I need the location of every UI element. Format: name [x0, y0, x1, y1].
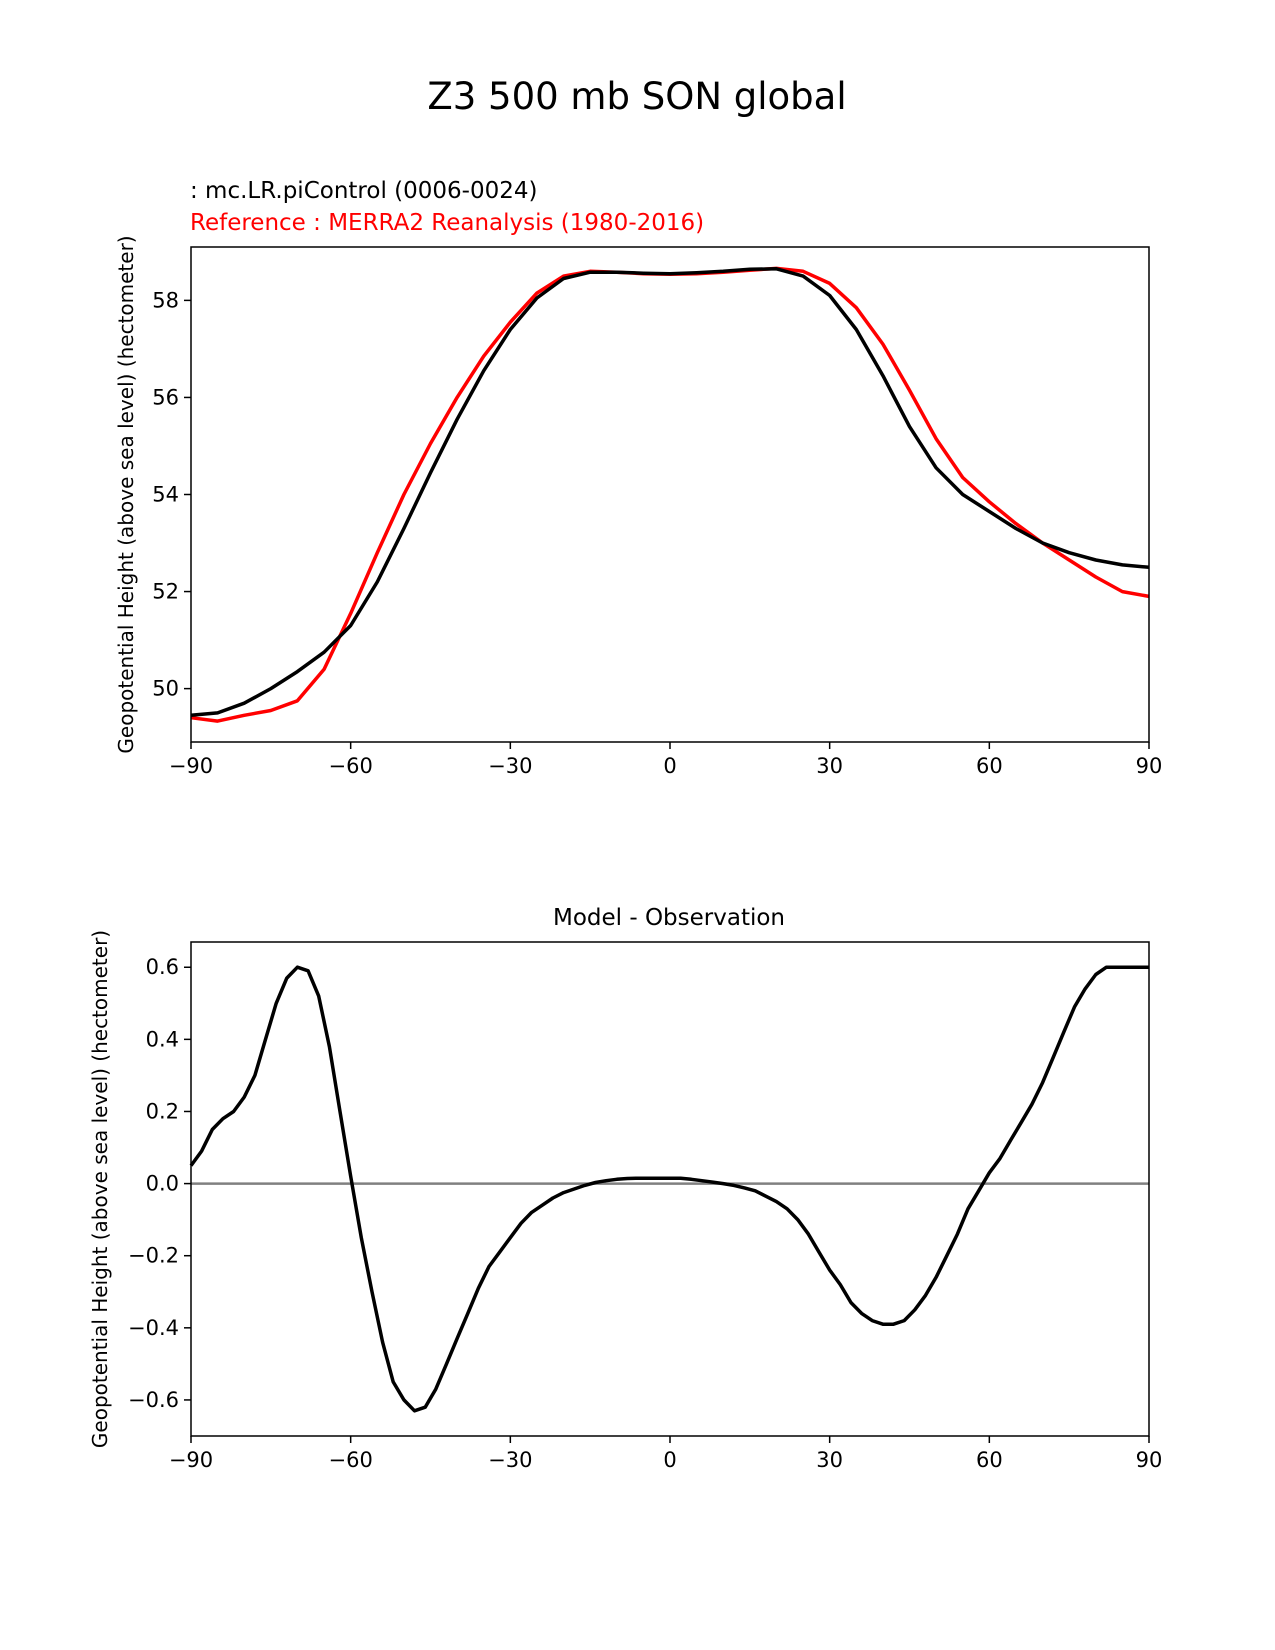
y-tick-label: 52 [152, 580, 179, 604]
top-panel: : mc.LR.piControl (0006-0024) Reference … [114, 178, 1162, 778]
y-tick-label: 54 [152, 483, 179, 507]
top-panel-lines [190, 266, 1150, 723]
bottom-panel: Model - Observation Geopotential Height … [88, 905, 1162, 1472]
x-tick-label: 60 [976, 754, 1003, 778]
x-tick-label: −60 [329, 1448, 373, 1472]
x-tick-label: −90 [169, 754, 213, 778]
y-tick-label: 0.2 [146, 1099, 179, 1123]
x-tick-label: 30 [816, 1448, 843, 1472]
bottom-panel-frame [190, 941, 1150, 1437]
y-tick-label: 56 [152, 385, 179, 409]
y-tick-label: 50 [152, 677, 179, 701]
x-tick-label: 0 [663, 1448, 676, 1472]
top-panel-frame [190, 246, 1150, 743]
y-tick-label: 0.0 [146, 1172, 179, 1196]
x-tick-label: 90 [1136, 754, 1163, 778]
x-tick-label: 90 [1136, 1448, 1163, 1472]
x-tick-label: 60 [976, 1448, 1003, 1472]
x-tick-label: −30 [488, 754, 532, 778]
legend-reference-label: Reference : MERRA2 Reanalysis (1980-2016… [190, 210, 704, 236]
x-tick-label: 0 [663, 754, 676, 778]
y-tick-label: 58 [152, 288, 179, 312]
top-panel-y-axis-label: Geopotential Height (above sea level) (h… [114, 235, 138, 753]
bottom-panel-lines [189, 965, 1149, 1413]
legend-test-label: : mc.LR.piControl (0006-0024) [190, 178, 537, 204]
x-tick-label: 30 [816, 754, 843, 778]
x-tick-label: −30 [488, 1448, 532, 1472]
y-tick-label: 0.6 [146, 955, 179, 979]
bottom-panel-ticks: −90 −60 −30 0 30 60 90 −0.6 −0.4 −0.2 0.0 0.2 0.4 0.6 [128, 955, 1162, 1472]
series-line [189, 965, 1149, 1413]
x-tick-label: −90 [169, 1448, 213, 1472]
y-tick-label: 0.4 [146, 1027, 179, 1051]
top-panel-ticks: −90 −60 −30 0 30 60 90 50 52 54 56 58 [152, 288, 1162, 778]
y-tick-label: −0.6 [128, 1388, 179, 1412]
figure-title: Z3 500 mb SON global [427, 75, 846, 118]
y-tick-label: −0.2 [128, 1244, 179, 1268]
y-tick-label: −0.4 [128, 1316, 179, 1340]
series-line [190, 267, 1150, 718]
x-tick-label: −60 [329, 754, 373, 778]
bottom-panel-y-axis-label: Geopotential Height (above sea level) (h… [88, 930, 112, 1448]
bottom-panel-title: Model - Observation [553, 905, 785, 931]
